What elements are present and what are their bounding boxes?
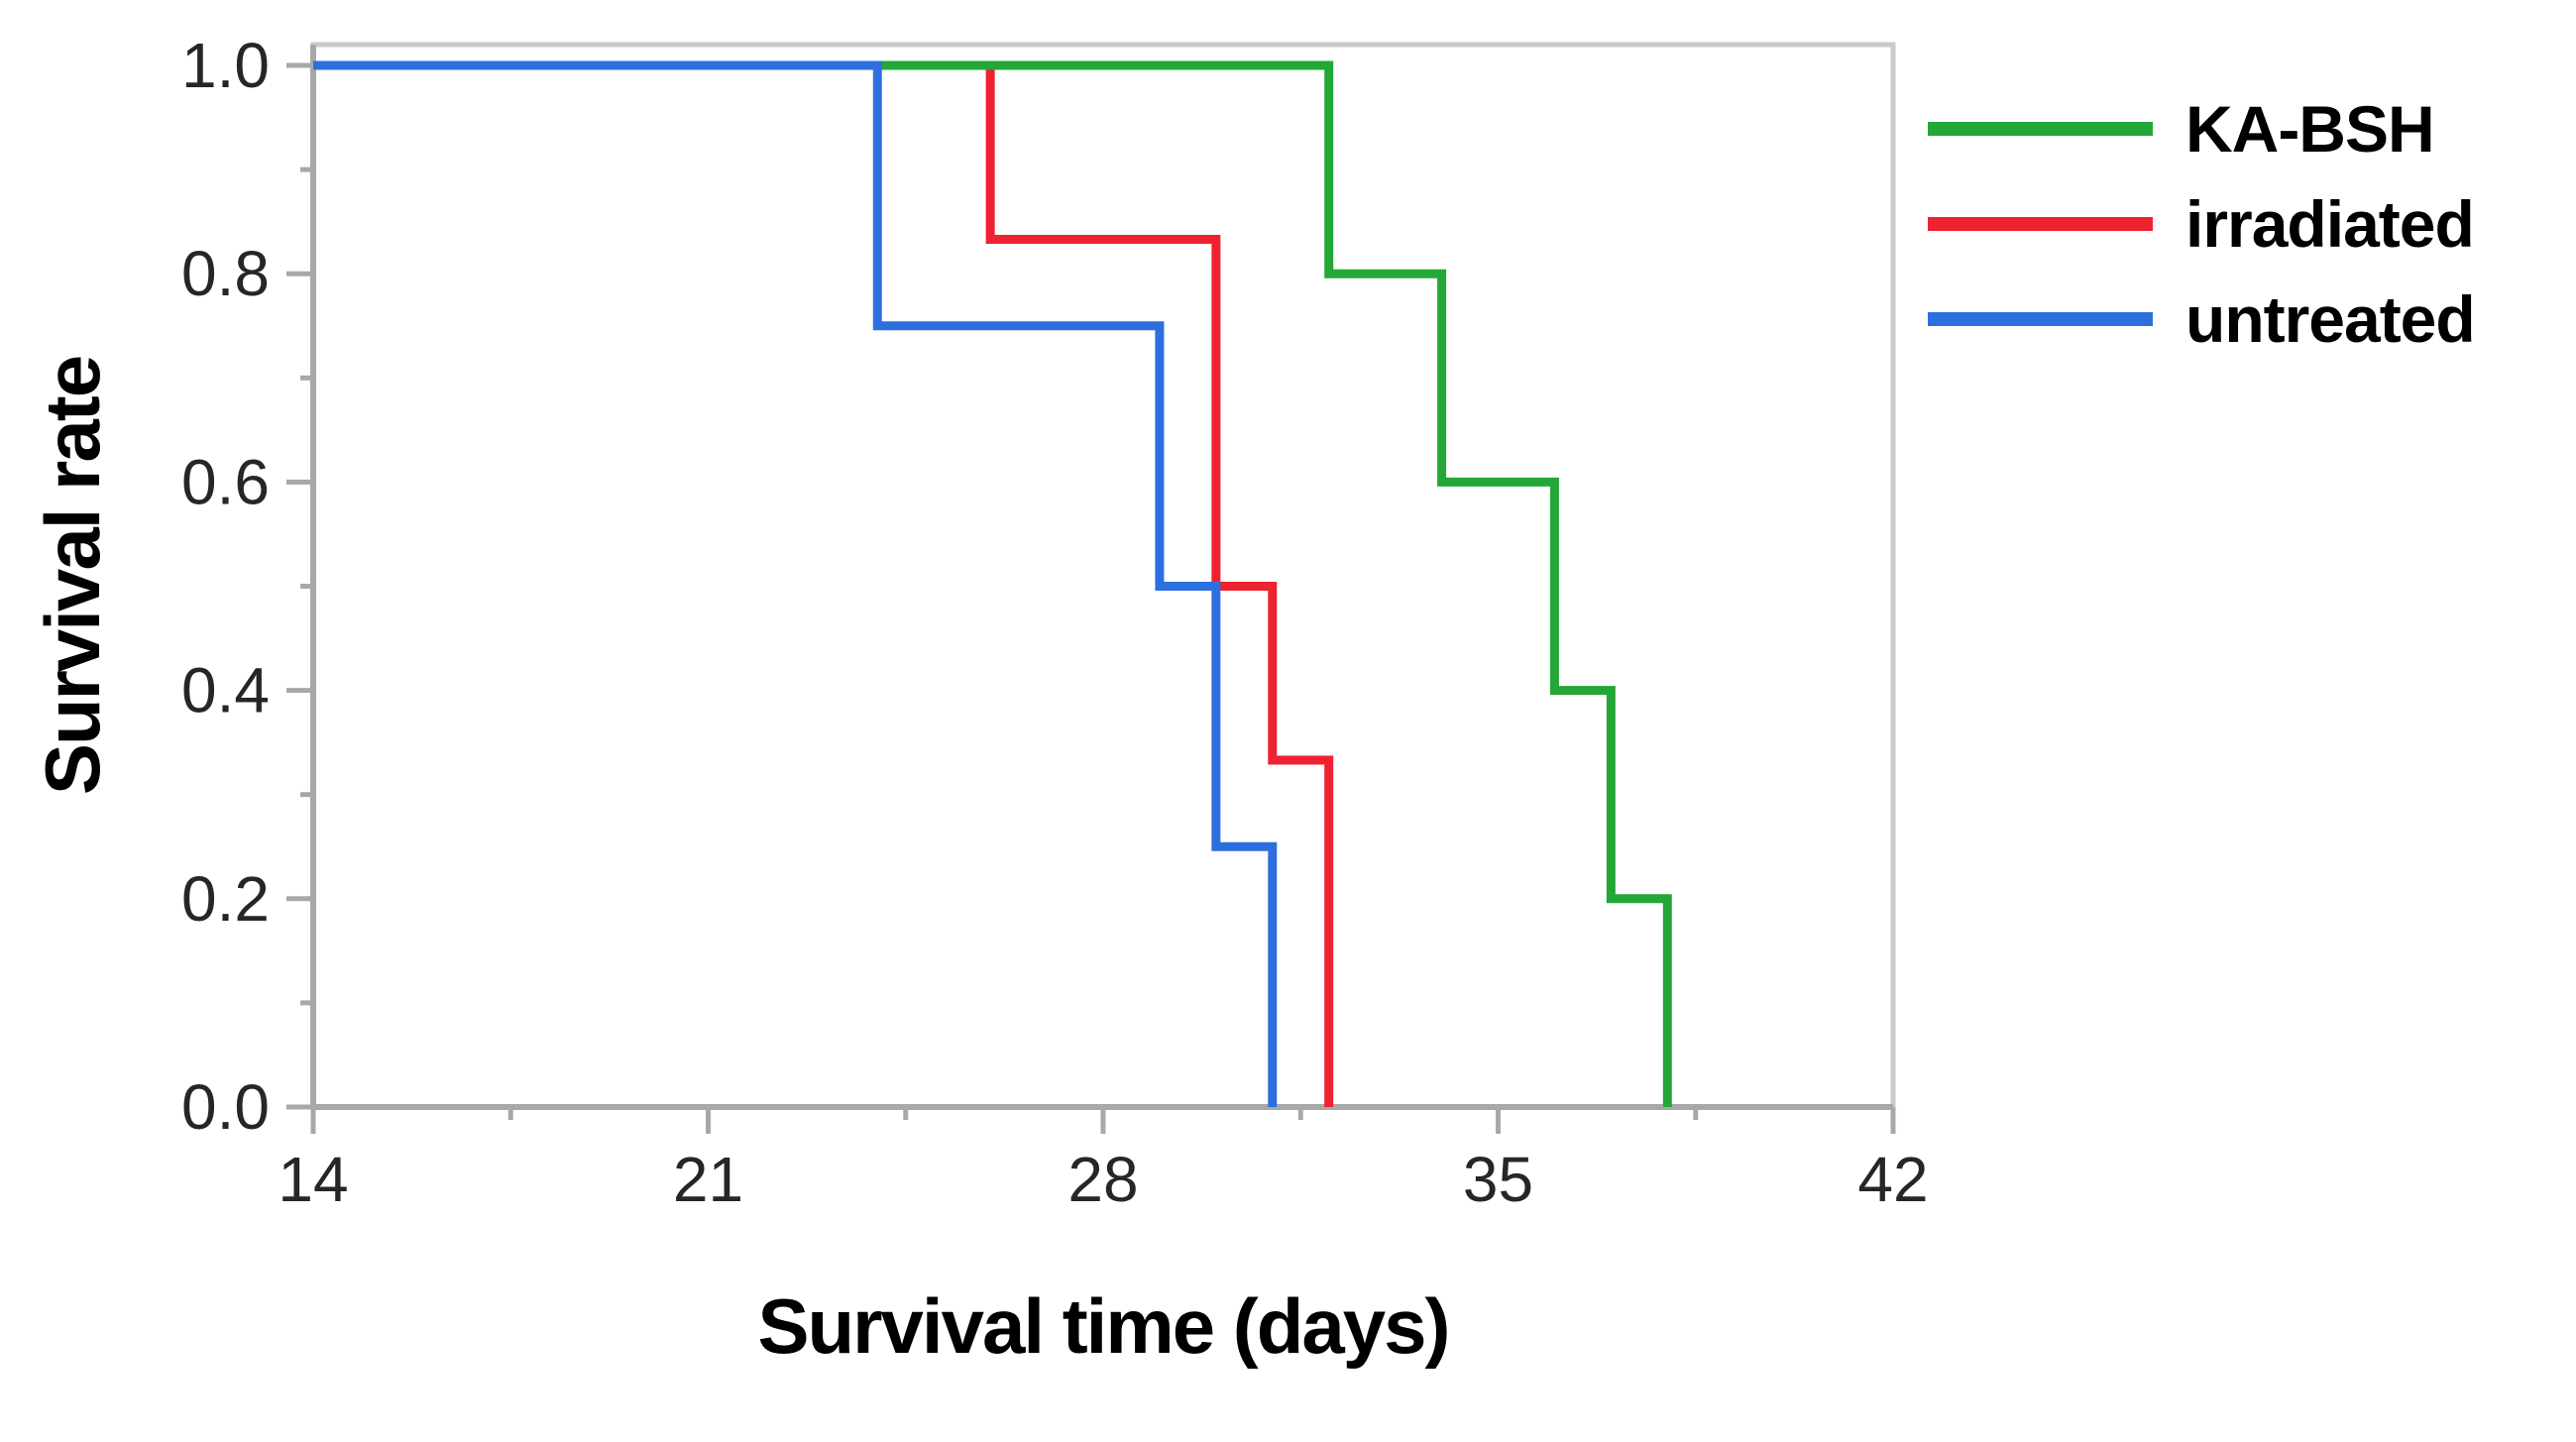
y-tick-label: 1.0	[181, 30, 270, 101]
legend-item-irradiated: irradiated	[1928, 187, 2475, 261]
x-tick-label: 28	[1067, 1144, 1138, 1215]
series-curve-ka-bsh	[313, 60, 1672, 1107]
x-tick-label: 42	[1857, 1144, 1928, 1215]
x-axis-title: Survival time (days)	[758, 1282, 1449, 1370]
plot-border	[310, 42, 1896, 1110]
legend-item-untreated: untreated	[1928, 282, 2476, 356]
legend-label-irradiated: irradiated	[2185, 187, 2474, 261]
legend-label-ka-bsh: KA-BSH	[2185, 92, 2434, 166]
x-tick-label: 14	[278, 1144, 348, 1215]
legend-label-untreated: untreated	[2185, 282, 2475, 356]
y-axis-title: Survival rate	[29, 357, 116, 795]
legend: KA-BSH irradiated untreated	[1928, 92, 2476, 356]
x-tick-label: 35	[1463, 1144, 1533, 1215]
y-tick-label: 0.8	[181, 238, 270, 309]
legend-item-ka-bsh: KA-BSH	[1928, 92, 2435, 166]
series-curve-untreated	[313, 60, 1278, 1107]
curve-layer	[313, 60, 1672, 1107]
label-layer: Survival time (days) Survival rate	[29, 357, 1450, 1370]
x-tick-label: 21	[673, 1144, 743, 1215]
y-tick-label: 0.6	[181, 446, 270, 517]
y-tick-label: 0.4	[181, 655, 270, 726]
tick-layer: 14 21 28 35 42 0.0 0.2 0.4 0.6 0.8 1.0	[181, 30, 1929, 1215]
plot-layer	[310, 42, 1896, 1110]
y-tick-label: 0.2	[181, 863, 270, 935]
y-tick-label: 0.0	[181, 1071, 270, 1143]
